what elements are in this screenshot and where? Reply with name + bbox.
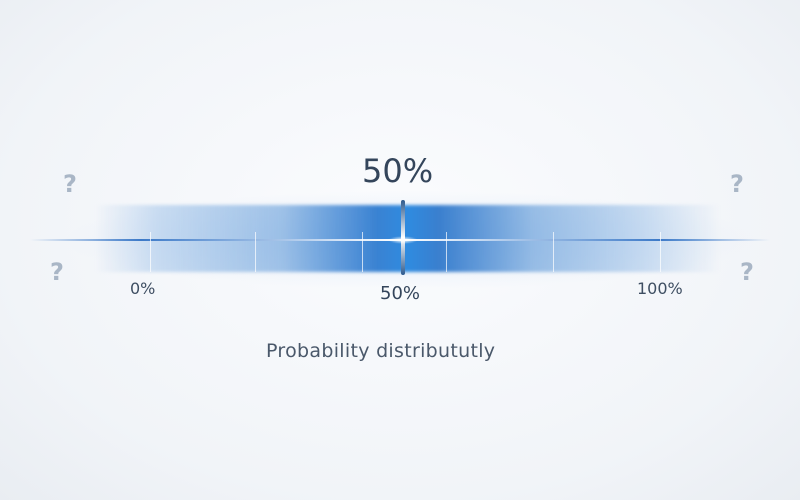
headline-value: 50% [362, 152, 434, 190]
tick [660, 232, 661, 272]
tick [150, 232, 151, 272]
question-mark-icon: ? [740, 258, 754, 286]
question-mark-icon: ? [50, 258, 64, 286]
tick [446, 232, 447, 272]
tick [553, 232, 554, 272]
scale-max-label: 100% [637, 279, 683, 298]
tick [255, 232, 256, 272]
scale-min-label: 0% [130, 279, 156, 298]
marker-sparkle [388, 236, 418, 244]
tick [362, 232, 363, 272]
question-mark-icon: ? [63, 170, 77, 198]
question-mark-icon: ? [730, 170, 744, 198]
caption: Probability distribututly [266, 340, 496, 362]
scale-mid-label: 50% [380, 283, 421, 304]
